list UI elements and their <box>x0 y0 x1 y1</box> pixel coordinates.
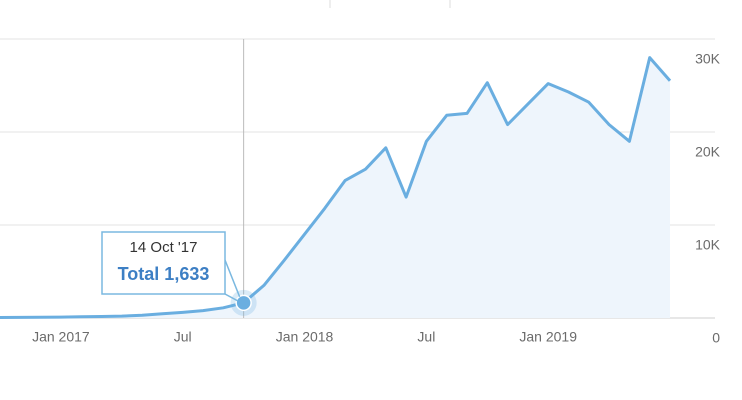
x-tick-label: Jul <box>174 329 192 345</box>
y-tick-label: 0 <box>712 330 720 346</box>
tooltip-pointer <box>224 259 241 298</box>
tooltip-date: 14 Oct '17 <box>130 239 198 256</box>
x-tick-label: Jan 2018 <box>276 329 334 345</box>
y-tick-label: 30K <box>695 51 721 67</box>
hover-point <box>235 294 252 312</box>
tooltip: 14 Oct '17 Total 1,633 <box>101 39 257 318</box>
series-line <box>0 56 672 319</box>
tooltip-value: Total 1,633 <box>118 264 210 284</box>
y-tick-label: 10K <box>695 237 721 253</box>
x-tick-label: Jul <box>417 329 435 345</box>
tooltip-pointer <box>224 293 238 302</box>
area-fill <box>0 57 670 318</box>
ticks: 0 10K 20K 30K Jan 2017 Jul Jan 2018 Jul Jan 2019 <box>32 51 721 346</box>
tooltip-box <box>101 231 226 295</box>
x-tick-label: Jan 2019 <box>519 329 577 345</box>
x-tick-label: Jan 2017 <box>32 329 90 345</box>
y-tick-label: 20K <box>695 144 721 160</box>
plot <box>0 56 672 319</box>
